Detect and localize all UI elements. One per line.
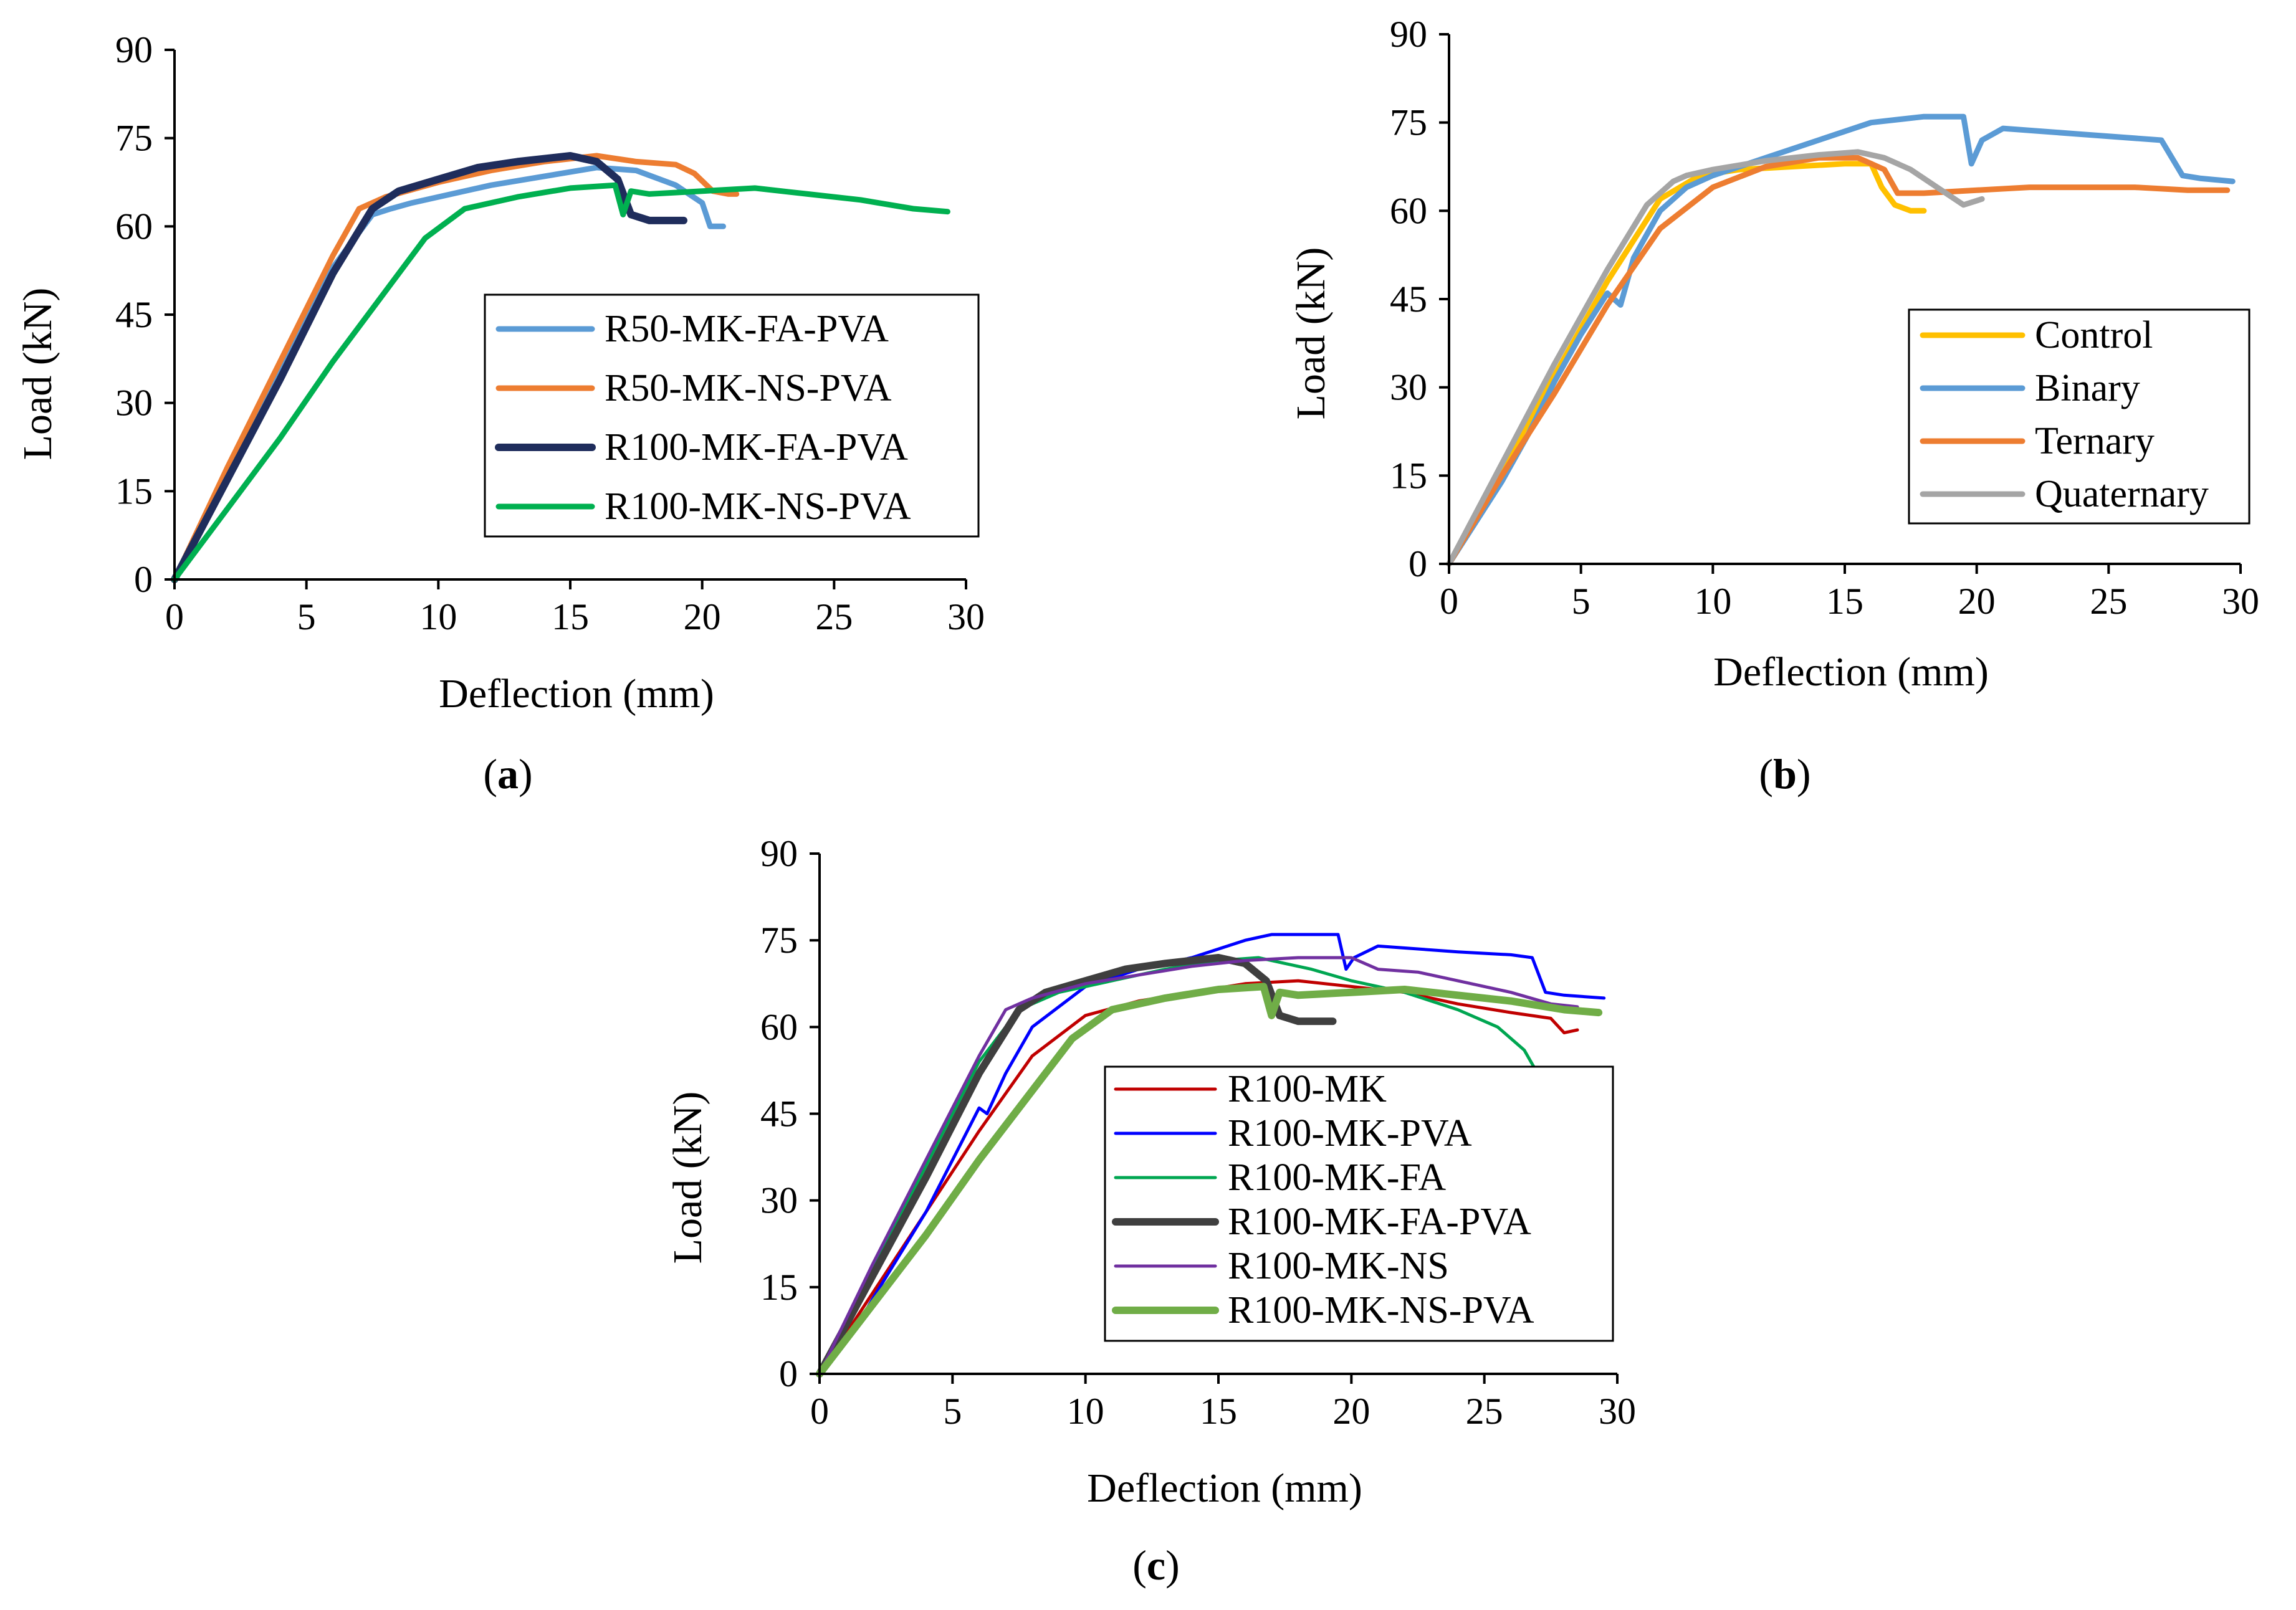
x-tick-label: 30 bbox=[2222, 581, 2259, 622]
y-tick-label: 15 bbox=[1390, 455, 1427, 496]
y-tick-label: 45 bbox=[760, 1093, 798, 1135]
x-tick-label: 15 bbox=[552, 596, 589, 637]
legend-label: R50-MK-NS-PVA bbox=[605, 367, 892, 409]
y-tick-label: 60 bbox=[760, 1006, 798, 1047]
y-tick-label: 60 bbox=[115, 206, 153, 247]
x-axis-label-b: Deflection (mm) bbox=[1713, 649, 1989, 695]
series-line-r100-mk-ns-pva bbox=[171, 182, 950, 583]
legend-b: Control Binary Ternary Quaternary bbox=[1908, 308, 2251, 525]
y-tick-label: 30 bbox=[115, 383, 153, 424]
panel-caption-c: (c) bbox=[1132, 1541, 1180, 1589]
x-tick-label: 5 bbox=[297, 596, 316, 637]
x-tick-label: 25 bbox=[1466, 1391, 1503, 1432]
x-tick-label: 15 bbox=[1200, 1391, 1237, 1432]
chart-panel-b: 0 5 10 15 20 25 30 0 15 30 45 60 75 90 Deflection (mm… bbox=[1288, 14, 2259, 798]
legend-label: Control bbox=[2035, 314, 2153, 356]
legend-label: R100-MK-FA-PVA bbox=[1228, 1201, 1531, 1243]
y-tick-label: 90 bbox=[760, 833, 798, 874]
x-tick-label: 20 bbox=[1332, 1391, 1370, 1432]
x-tick-label: 10 bbox=[1694, 581, 1731, 622]
x-tick-label: 20 bbox=[1958, 581, 1996, 622]
legend-box-c bbox=[1104, 1065, 1614, 1342]
legend-c: R100-MKR100-MK-PVAR100-MK-FAR100-MK-FA-P… bbox=[1104, 1065, 1614, 1342]
legend-label: R100-MK bbox=[1228, 1068, 1387, 1110]
y-tick-label: 60 bbox=[1390, 190, 1427, 231]
x-axis-label-a: Deflection (mm) bbox=[439, 671, 714, 717]
y-tick-label: 75 bbox=[1390, 102, 1427, 143]
x-tick-label: 5 bbox=[1572, 581, 1590, 622]
x-tick-label: 0 bbox=[165, 596, 184, 637]
x-tick-label: 10 bbox=[419, 596, 457, 637]
y-tick-label: 45 bbox=[1390, 279, 1427, 320]
x-tick-label: 25 bbox=[2090, 581, 2127, 622]
chart-panel-a: 0 5 10 15 20 25 30 0 15 30 45 60 75 90 Deflection (mm… bbox=[15, 29, 985, 798]
y-tick-label: 75 bbox=[115, 118, 153, 159]
series-line-binary bbox=[1446, 113, 2236, 567]
legend-label: R100-MK-NS bbox=[1228, 1245, 1449, 1287]
series-line-control bbox=[1446, 161, 1927, 567]
x-tick-label: 15 bbox=[1826, 581, 1863, 622]
legend-box-b bbox=[1908, 308, 2251, 525]
y-tick-label: 30 bbox=[1390, 367, 1427, 408]
y-tick-label: 15 bbox=[760, 1267, 798, 1308]
x-tick-label: 10 bbox=[1067, 1391, 1104, 1432]
legend-label: R100-MK-FA-PVA bbox=[605, 426, 908, 469]
y-tick-label: 15 bbox=[115, 470, 153, 512]
panel-caption-b: (b) bbox=[1759, 750, 1810, 798]
series-line-r100-mk-pva bbox=[818, 933, 1606, 1376]
x-tick-label: 0 bbox=[1440, 581, 1458, 622]
x-tick-label: 30 bbox=[947, 596, 985, 637]
panel-caption-a: (a) bbox=[483, 750, 532, 798]
y-tick-label: 45 bbox=[115, 294, 153, 335]
y-axis-label-b: Load (kN) bbox=[1288, 247, 1334, 420]
legend-label: Binary bbox=[2035, 367, 2140, 409]
x-axis-label-c: Deflection (mm) bbox=[1087, 1465, 1362, 1511]
series-line-ternary bbox=[1446, 155, 2231, 567]
legend-label: R100-MK-NS-PVA bbox=[605, 485, 911, 528]
legend-label: Quaternary bbox=[2035, 473, 2209, 515]
series-line-quaternary bbox=[1446, 149, 1985, 567]
series-line-r100-mk bbox=[818, 979, 1579, 1376]
x-tick-label: 30 bbox=[1599, 1391, 1636, 1432]
series-line-r100-mk-ns-pva bbox=[816, 983, 1603, 1378]
y-tick-label: 30 bbox=[760, 1180, 798, 1221]
x-tick-label: 25 bbox=[815, 596, 853, 637]
y-axis-label-a: Load (kN) bbox=[15, 288, 60, 460]
series-line-r50-mk-ns-pva bbox=[171, 153, 740, 583]
y-tick-label: 0 bbox=[1409, 543, 1427, 584]
y-tick-label: 90 bbox=[1390, 14, 1427, 55]
series-line-r100-mk-ns bbox=[818, 956, 1579, 1376]
legend-label: R100-MK-PVA bbox=[1228, 1112, 1472, 1155]
chart-panel-c: 0 5 10 15 20 25 30 0 15 30 45 60 75 90 Deflection (mm… bbox=[665, 833, 1636, 1589]
y-tick-label: 0 bbox=[779, 1353, 798, 1394]
y-tick-label: 0 bbox=[134, 559, 153, 600]
legend-a: R50-MK-FA-PVA R50-MK-NS-PVA R100-MK-FA-PVA… bbox=[484, 293, 980, 538]
legend-label: Ternary bbox=[2035, 420, 2155, 462]
legend-label: R100-MK-NS-PVA bbox=[1228, 1289, 1534, 1331]
x-tick-label: 5 bbox=[943, 1391, 962, 1432]
legend-box-a bbox=[484, 293, 980, 538]
x-tick-label: 0 bbox=[810, 1391, 829, 1432]
y-tick-label: 75 bbox=[760, 920, 798, 961]
y-tick-label: 90 bbox=[115, 29, 153, 70]
x-tick-label: 20 bbox=[684, 596, 721, 637]
y-axis-label-c: Load (kN) bbox=[665, 1092, 710, 1264]
legend-label: R50-MK-FA-PVA bbox=[605, 308, 889, 350]
legend-label: R100-MK-FA bbox=[1228, 1156, 1446, 1199]
